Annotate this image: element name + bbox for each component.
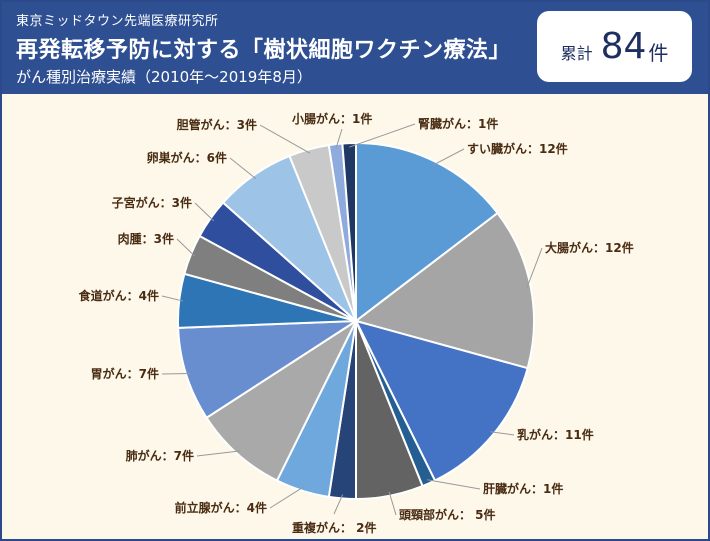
slice-label-7: 前立腺がん：4件 [175,500,267,515]
pie-slice-2 [353,211,535,370]
total-unit: 件 [648,41,669,65]
leader-line-10 [161,295,184,302]
page-title: 再発転移予防に対する「樹状細胞ワクチン療法」 [16,38,512,63]
leader-line-2 [526,247,543,289]
leader-line-1 [432,148,465,166]
leader-line-7 [269,486,304,509]
leader-line-15 [335,128,343,149]
leader-line-8 [196,450,241,457]
total-count-box: 累計 84 件 [537,11,692,82]
pie-slice-8 [205,318,359,482]
slice-label-1: すい臓がん：12件 [467,141,568,156]
slice-label-9: 胃がん：7件 [91,366,159,381]
leader-line-3 [490,431,515,436]
pie-slice-1 [355,141,499,324]
leader-line-11 [176,238,195,257]
pie-slice-16 [341,141,357,322]
organization-name: 東京ミッドタウン先端医療研究所 [16,14,219,29]
pie-slices [177,141,535,501]
slice-label-4: 肝臓がん：1件 [483,481,563,496]
page-subtitle: がん種別治療実績（2010年～2019年8月） [16,68,312,86]
leader-line-4 [427,479,481,490]
leader-lines [161,123,543,516]
pie-slice-9 [177,319,360,420]
pie-slice-3 [354,319,529,482]
header-banner: 東京ミッドタウン先端医療研究所 再発転移予防に対する「樹状細胞ワクチン療法」 が… [2,2,708,94]
total-value: 84 [600,26,647,67]
slice-label-11: 肉腫：3件 [118,231,174,246]
leader-line-13 [229,157,257,180]
leader-line-12 [194,202,215,222]
total-label: 累計 [560,43,593,63]
leader-line-6 [333,494,344,515]
slice-label-10: 食道がん：4件 [78,288,159,303]
slice-label-13: 卵巣がん：6件 [147,150,227,165]
slice-label-14: 胆管がん：3件 [177,117,257,132]
leader-line-9 [161,373,191,375]
slice-label-16: 腎臓がん：1件 [418,116,498,131]
slice-label-8: 肺がん：7件 [126,448,194,463]
leader-line-16 [349,123,416,148]
leader-line-14 [259,124,311,154]
slice-label-2: 大腸がん：12件 [545,240,634,255]
slice-label-15: 小腸がん：1件 [292,111,372,126]
slice-label-12: 子宮がん：3件 [112,195,192,210]
slice-label-5: 頭頸部がん： 5件 [399,507,496,522]
slice-label-3: 乳がん：11件 [517,427,594,442]
leader-line-5 [388,491,397,516]
slice-label-6: 重複がん： 2件 [292,520,377,535]
